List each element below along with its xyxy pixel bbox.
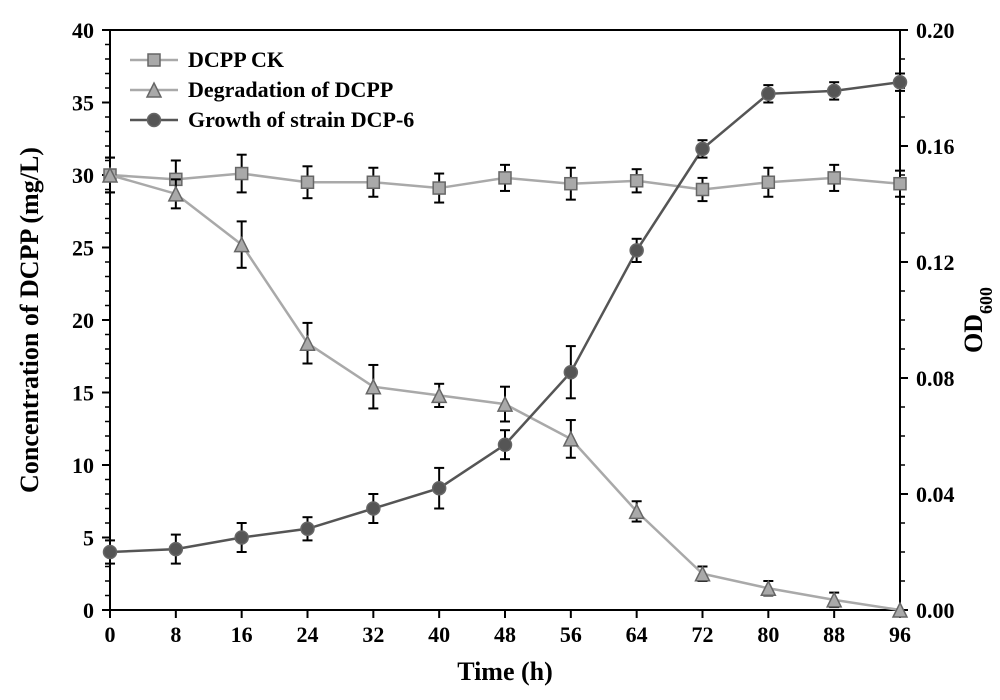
svg-text:25: 25 <box>72 236 94 261</box>
svg-text:48: 48 <box>494 622 516 647</box>
svg-text:0.16: 0.16 <box>916 134 955 159</box>
legend-label-degradation: Degradation of DCPP <box>188 77 393 102</box>
y-left-axis-label: Concentration of DCPP (mg/L) <box>15 147 44 493</box>
svg-text:8: 8 <box>170 622 181 647</box>
chart-svg: 0 8 16 24 32 40 48 56 64 72 80 88 96 Time (h) 0 5 10 15 20… <box>0 0 1000 700</box>
svg-text:30: 30 <box>72 163 94 188</box>
svg-text:96: 96 <box>889 622 911 647</box>
svg-text:24: 24 <box>297 622 319 647</box>
svg-text:64: 64 <box>626 622 648 647</box>
svg-text:16: 16 <box>231 622 253 647</box>
svg-text:15: 15 <box>72 381 94 406</box>
svg-text:35: 35 <box>72 91 94 116</box>
chart-container: 0 8 16 24 32 40 48 56 64 72 80 88 96 Time (h) 0 5 10 15 20… <box>0 0 1000 700</box>
svg-text:88: 88 <box>823 622 845 647</box>
legend-label-growth: Growth of strain DCP-6 <box>188 107 414 132</box>
svg-text:40: 40 <box>428 622 450 647</box>
svg-text:40: 40 <box>72 18 94 43</box>
svg-text:0.00: 0.00 <box>916 598 955 623</box>
svg-text:0.04: 0.04 <box>916 482 955 507</box>
svg-text:0.12: 0.12 <box>916 250 955 275</box>
svg-text:10: 10 <box>72 453 94 478</box>
svg-text:72: 72 <box>692 622 714 647</box>
svg-text:80: 80 <box>757 622 779 647</box>
svg-text:0: 0 <box>105 622 116 647</box>
svg-text:32: 32 <box>362 622 384 647</box>
legend-label-dcpp_ck: DCPP CK <box>188 47 284 72</box>
svg-text:20: 20 <box>72 308 94 333</box>
svg-text:0: 0 <box>83 598 94 623</box>
x-axis-label: Time (h) <box>457 657 553 686</box>
svg-text:0.08: 0.08 <box>916 366 955 391</box>
svg-text:5: 5 <box>83 526 94 551</box>
svg-text:56: 56 <box>560 622 582 647</box>
svg-text:0.20: 0.20 <box>916 18 955 43</box>
